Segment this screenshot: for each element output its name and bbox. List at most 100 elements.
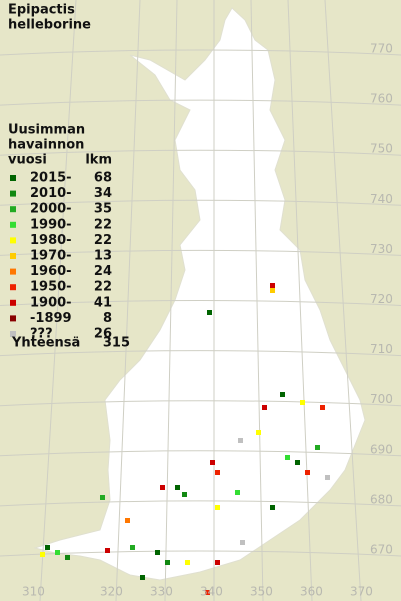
legend-label: 1980- bbox=[30, 233, 72, 248]
east-label: 370 bbox=[350, 585, 373, 599]
grid-line bbox=[0, 350, 401, 357]
observation bbox=[305, 470, 310, 475]
legend-label: 1960- bbox=[30, 264, 72, 279]
observation bbox=[130, 545, 135, 550]
observation bbox=[125, 518, 130, 523]
observation bbox=[238, 438, 243, 443]
legend-label: 1990- bbox=[30, 217, 72, 232]
observation bbox=[320, 405, 325, 410]
legend-heading: Uusimman bbox=[8, 123, 85, 138]
observation bbox=[155, 550, 160, 555]
observation bbox=[215, 470, 220, 475]
observation bbox=[270, 283, 275, 288]
legend-heading: havainnon bbox=[8, 138, 84, 153]
finland bbox=[33, 7, 366, 581]
observation bbox=[280, 392, 285, 397]
legend-swatch bbox=[10, 315, 16, 322]
north-label: 750 bbox=[370, 142, 393, 156]
legend-count: 22 bbox=[94, 217, 112, 232]
north-label: 770 bbox=[370, 42, 393, 56]
legend-count: 26 bbox=[94, 327, 112, 342]
observation bbox=[215, 560, 220, 565]
grid-line bbox=[0, 400, 401, 407]
grid-line bbox=[250, 0, 264, 601]
observation bbox=[165, 560, 170, 565]
observation bbox=[295, 460, 300, 465]
legend-count: 22 bbox=[94, 280, 112, 295]
legend-swatch bbox=[10, 299, 16, 306]
north-label: 710 bbox=[370, 342, 393, 356]
observation bbox=[140, 575, 145, 580]
observation bbox=[100, 495, 105, 500]
observation bbox=[235, 490, 240, 495]
grid-line bbox=[324, 0, 362, 601]
observation bbox=[205, 590, 210, 595]
observation bbox=[262, 405, 267, 410]
legend-label: 1900- bbox=[30, 295, 72, 310]
observation bbox=[285, 455, 290, 460]
north-label: 670 bbox=[370, 543, 393, 557]
observation bbox=[215, 505, 220, 510]
grid-line bbox=[0, 199, 401, 206]
observation bbox=[105, 548, 110, 553]
legend-label: 2000- bbox=[30, 202, 72, 217]
observation bbox=[270, 288, 275, 293]
grid-line bbox=[0, 49, 401, 56]
observation bbox=[55, 550, 60, 555]
observation bbox=[185, 560, 190, 565]
legend-count: 34 bbox=[94, 186, 112, 201]
observation bbox=[65, 555, 70, 560]
title-line: Epipactis bbox=[8, 3, 75, 18]
observation bbox=[160, 485, 165, 490]
legend-swatch bbox=[10, 190, 16, 197]
legend-header: vuosi bbox=[8, 153, 47, 168]
title-line: helleborine bbox=[8, 18, 91, 33]
north-label: 690 bbox=[370, 442, 393, 456]
legend-header: lkm bbox=[85, 153, 112, 168]
north-label: 760 bbox=[370, 92, 393, 106]
legend-count: 68 bbox=[94, 171, 112, 186]
observation bbox=[45, 545, 50, 550]
total-label: Yhteensä bbox=[11, 336, 80, 351]
observation bbox=[240, 540, 245, 545]
grid-line bbox=[0, 149, 401, 156]
legend-swatch bbox=[10, 284, 16, 291]
north-label: 700 bbox=[370, 392, 393, 406]
observation bbox=[175, 485, 180, 490]
legend-count: 24 bbox=[94, 264, 112, 279]
legend-label: 1970- bbox=[30, 249, 72, 264]
legend-swatch bbox=[10, 331, 16, 337]
legend-label: 2010- bbox=[30, 186, 72, 201]
observation bbox=[210, 460, 215, 465]
east-label: 350 bbox=[250, 585, 273, 599]
legend-count: 8 bbox=[103, 311, 112, 326]
east-label: 320 bbox=[100, 585, 123, 599]
observation bbox=[315, 445, 320, 450]
observation bbox=[207, 310, 212, 315]
legend-count: 41 bbox=[94, 295, 112, 310]
east-label: 330 bbox=[150, 585, 173, 599]
legend-swatch bbox=[10, 221, 16, 228]
grid-line bbox=[287, 0, 313, 601]
observation bbox=[325, 475, 330, 480]
grid-line bbox=[0, 500, 401, 507]
legend-swatch bbox=[10, 206, 16, 213]
legend-count: 35 bbox=[94, 202, 112, 217]
legend-label: ??? bbox=[30, 327, 53, 342]
grid-line bbox=[0, 550, 401, 557]
legend-label: 2015- bbox=[30, 171, 72, 186]
observation bbox=[256, 430, 261, 435]
legend-swatch bbox=[10, 268, 16, 275]
north-label: 720 bbox=[370, 292, 393, 306]
east-label: 310 bbox=[22, 585, 45, 599]
grid-line bbox=[39, 0, 77, 601]
total-count: 315 bbox=[103, 336, 130, 351]
north-label: 680 bbox=[370, 492, 393, 506]
grid-line bbox=[0, 249, 401, 256]
grid-line bbox=[0, 450, 401, 457]
legend-label: 1950- bbox=[30, 280, 72, 295]
grid-line bbox=[164, 0, 178, 601]
grid-line bbox=[115, 0, 141, 601]
